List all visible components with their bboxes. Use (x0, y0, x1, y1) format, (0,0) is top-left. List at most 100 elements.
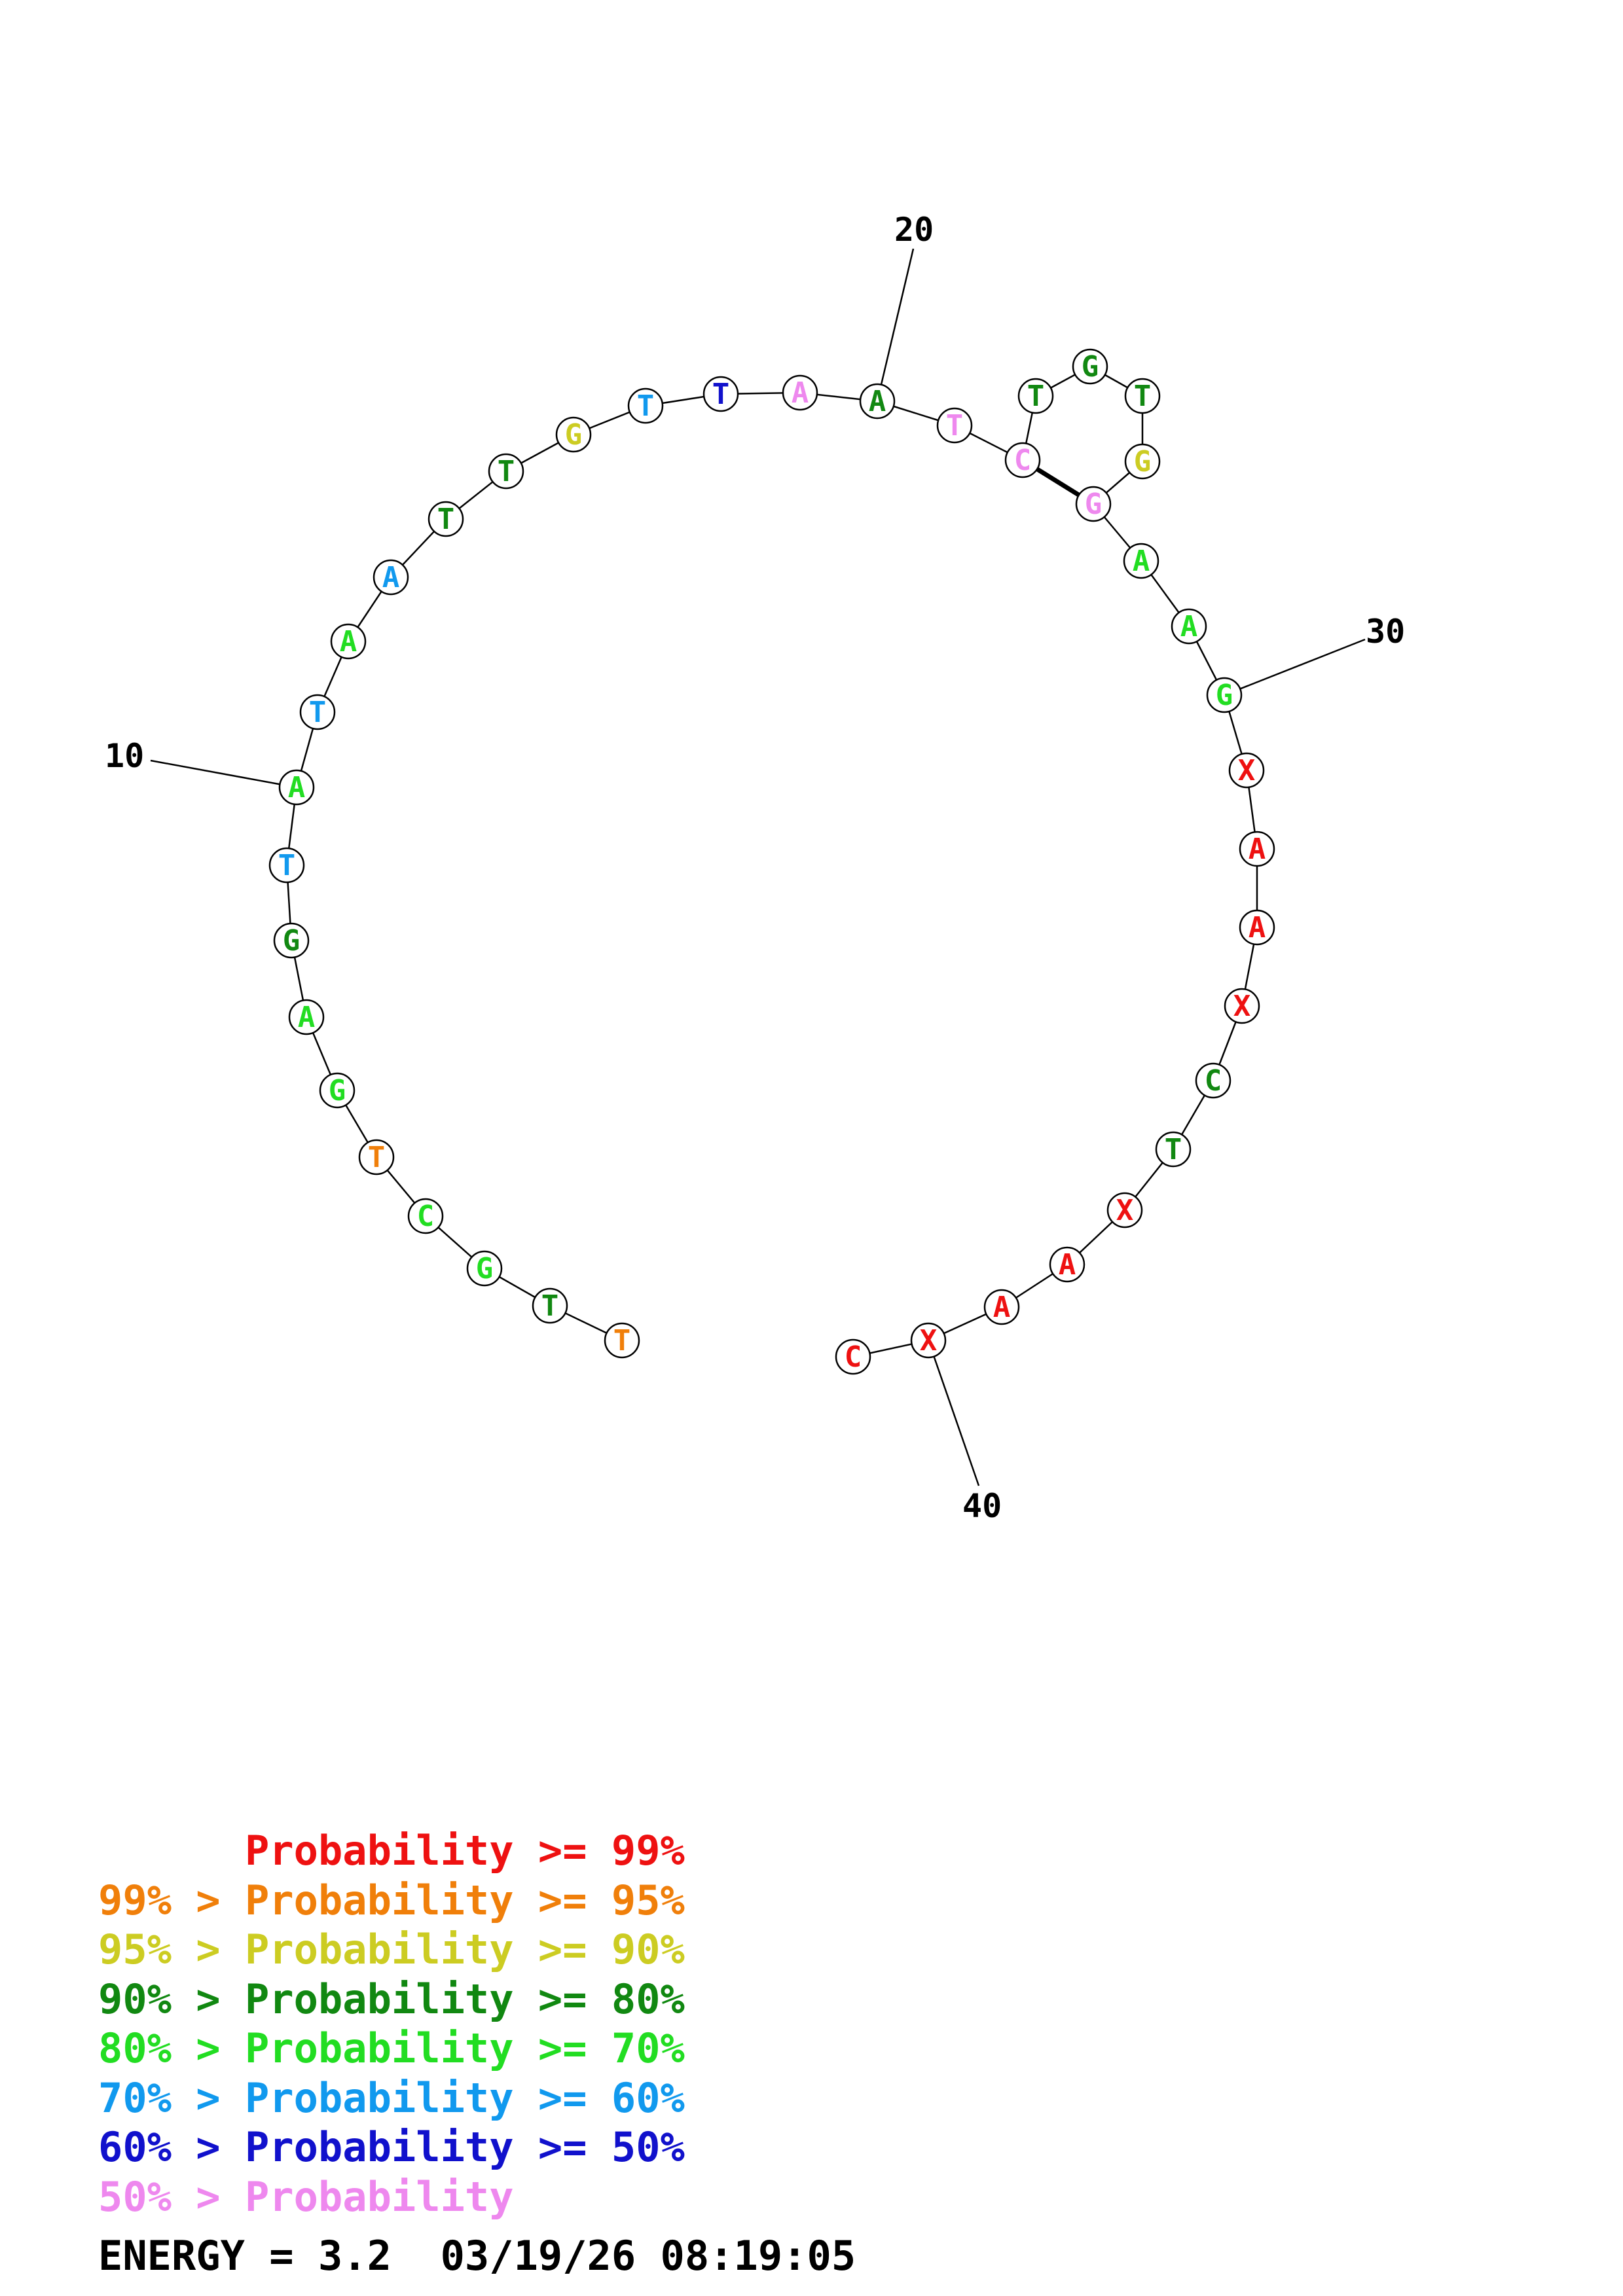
nucleotide: G (319, 1072, 356, 1109)
nucleotide-circle (604, 1322, 640, 1359)
nucleotide-base: X (1238, 754, 1256, 787)
legend-prefix: 95% > (98, 1926, 245, 1973)
nucleotide-base: T (541, 1289, 559, 1323)
legend-suffix: >= 70% (513, 2024, 685, 2072)
nucleotide-base: G (1134, 445, 1152, 478)
nucleotide: T (1124, 378, 1161, 414)
nucleotide-circle (407, 1198, 444, 1234)
nucleotide-base: G (329, 1074, 346, 1107)
legend-prefix: 90% > (98, 1975, 245, 2023)
legend-row: 90% > Probability >= 80% (98, 1975, 685, 2024)
legend-suffix: >= 60% (513, 2073, 685, 2122)
nucleotide-base: G (565, 418, 583, 452)
nucleotide: G (1206, 677, 1243, 713)
nucleotide-circle (627, 387, 664, 424)
nucleotide: G (466, 1250, 503, 1287)
nucleotide-base: T (712, 378, 730, 411)
nucleotide-base: C (417, 1200, 435, 1233)
legend-prefix: 99% > (98, 1876, 245, 1924)
energy-value: ENERGY = 3.2 (98, 2232, 392, 2280)
position-tick-line (150, 759, 297, 789)
nucleotide: X (1224, 988, 1260, 1024)
nucleotide-circle (1106, 1192, 1143, 1229)
nucleotide-circle (1049, 1246, 1085, 1283)
nucleotide-base: G (1216, 679, 1233, 712)
legend-label: Probability (244, 2123, 514, 2171)
nucleotide: G (1072, 348, 1108, 385)
legend-row: 70% > Probability >= 60% (98, 2073, 685, 2123)
legend-row: 60% > Probability >= 50% (98, 2123, 685, 2172)
nucleotide-circle (330, 623, 367, 660)
nucleotide: T (532, 1287, 568, 1324)
nucleotide: T (299, 694, 336, 730)
nucleotide: A (1239, 909, 1275, 946)
nucleotide: T (627, 387, 664, 424)
nucleotide-circle (910, 1322, 947, 1359)
energy-footer: ENERGY = 3.2 03/19/26 08:19:05 (98, 2232, 856, 2280)
nucleotide-circle (1017, 378, 1054, 414)
nucleotide-circle (1072, 348, 1108, 385)
nucleotide-base: G (283, 924, 301, 958)
nucleotide: A (983, 1289, 1020, 1325)
position-tick-line (1224, 638, 1366, 696)
nucleotide-circle (1124, 443, 1161, 480)
nucleotide-base: T (613, 1324, 631, 1357)
nucleotide-circle (983, 1289, 1020, 1325)
position-ticks: 10 20 30 40 (105, 211, 1405, 1525)
legend-row: 95% > Probability >= 90% (98, 1925, 685, 1975)
nucleotide-circle (319, 1072, 356, 1109)
nucleotide-circle (1239, 909, 1275, 946)
nucleotide-circle (299, 694, 336, 730)
nucleotide: T (268, 847, 305, 884)
nucleotide-base: X (920, 1324, 938, 1357)
nucleotide-circle (1171, 608, 1207, 645)
nucleotide-circle (835, 1338, 871, 1375)
nucleotide-base: C (1014, 444, 1032, 477)
nucleotide-circle (1206, 677, 1243, 713)
nucleotide: T (1017, 378, 1054, 414)
nucleotide-circle (1239, 831, 1275, 867)
legend-row: Probability >= 99% (98, 1826, 685, 1876)
position-label: 30 (1366, 613, 1405, 651)
nucleotide-circle (1155, 1131, 1192, 1168)
nucleotide: X (910, 1322, 947, 1359)
nucleotide: A (278, 769, 315, 806)
nucleotide: G (1075, 486, 1112, 522)
probability-legend: Probability >= 99% 99% > Probability >= 9… (98, 1826, 685, 2221)
nucleotide-base: A (1180, 610, 1198, 643)
nucleotide-base: T (1027, 380, 1045, 413)
legend-prefix: 60% > (98, 2123, 245, 2171)
nucleotide-base: G (476, 1252, 494, 1285)
nucleotide-base: C (1205, 1064, 1222, 1098)
nucleotide-circle (268, 847, 305, 884)
nucleotide-base: A (288, 771, 306, 804)
nucleotide-circle (1075, 486, 1112, 522)
legend-row: 80% > Probability >= 70% (98, 2024, 685, 2073)
nucleotide-base: T (437, 503, 455, 536)
nucleotide-circle (1224, 988, 1260, 1024)
nucleotide: T (604, 1322, 640, 1359)
position-label: 40 (962, 1487, 1002, 1525)
nucleotide: G (555, 416, 592, 453)
nucleotide-circle (936, 407, 973, 444)
nucleotide: C (835, 1338, 871, 1375)
legend-suffix: >= 50% (513, 2123, 685, 2171)
nucleotide-base: A (869, 385, 886, 418)
legend-prefix: 70% > (98, 2073, 245, 2122)
nucleotide-circle (782, 374, 818, 411)
nucleotide-circle (488, 453, 524, 490)
nucleotide-base: X (1233, 990, 1251, 1023)
nucleotide-base: T (309, 696, 327, 729)
nucleotide-base: G (1085, 488, 1103, 521)
nucleotide-circle (1123, 543, 1159, 579)
nucleotide-circle (373, 559, 409, 596)
nucleotide-base: A (792, 376, 809, 410)
nucleotide-base: A (382, 561, 400, 594)
position-tick-line (927, 1340, 980, 1486)
nucleotide-base: T (637, 389, 655, 423)
nucleotide-base: T (278, 849, 296, 882)
legend-label: Probability (244, 2073, 514, 2122)
nucleotide-circle (428, 501, 464, 537)
nucleotide-circle (1195, 1062, 1231, 1099)
